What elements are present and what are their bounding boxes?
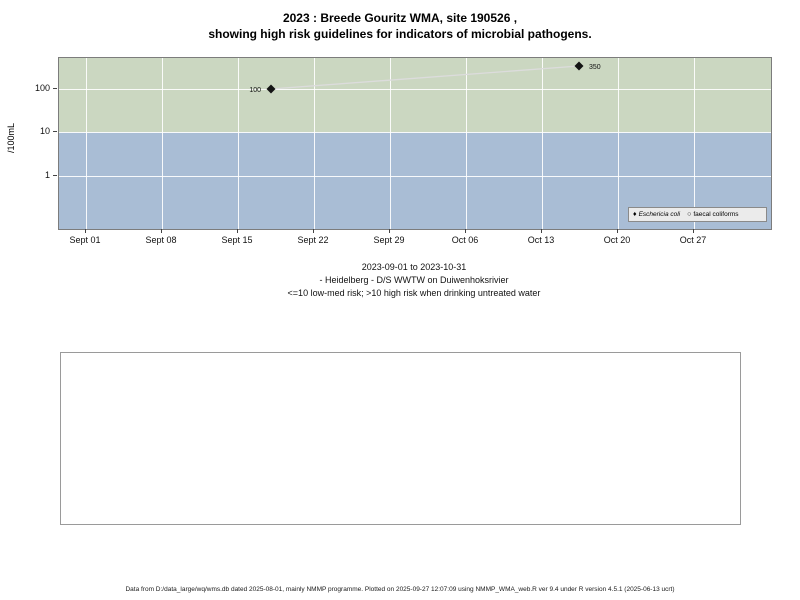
data-series-layer: 100 350 (249, 61, 601, 94)
x-tick-mark (693, 229, 694, 233)
chart-title-line2: showing high risk guidelines for indicat… (208, 27, 592, 41)
gridline-vertical (390, 58, 391, 229)
gridline-vertical (466, 58, 467, 229)
chart-legend: ♦ Eschericia coli ○ faecal coliforms (628, 207, 767, 222)
data-point-diamond (574, 61, 584, 71)
caption-risk-note: <=10 low-med risk; >10 high risk when dr… (287, 288, 541, 298)
open-circle-icon: ○ (687, 211, 692, 218)
trend-line (270, 65, 580, 90)
x-tick-label: Oct 06 (451, 235, 479, 245)
y-tick-label: 1 (44, 170, 50, 180)
x-tick-mark (389, 229, 390, 233)
y-tick-label: 10 (39, 126, 50, 136)
x-tick-mark (313, 229, 314, 233)
x-tick-mark (161, 229, 162, 233)
x-tick-label: Sept 22 (297, 235, 329, 245)
x-tick-label: Sept 15 (221, 235, 253, 245)
x-tick-label: Sept 29 (373, 235, 405, 245)
y-tick-label: 100 (34, 83, 50, 93)
x-tick-mark (237, 229, 238, 233)
gridline-vertical (86, 58, 87, 229)
caption-site-description: - Heidelberg - D/S WWTW on Duiwenhoksriv… (319, 275, 509, 285)
x-tick-label: Oct 27 (679, 235, 707, 245)
gridline-vertical (618, 58, 619, 229)
legend-entry-faecal-coliforms: ○ faecal coliforms (687, 211, 738, 218)
x-tick-mark (617, 229, 618, 233)
legend-label-ecoli: Eschericia coli (638, 211, 681, 218)
filled-diamond-icon: ♦ (633, 211, 637, 218)
gridline-vertical (542, 58, 543, 229)
x-tick-mark (85, 229, 86, 233)
x-tick-mark (465, 229, 466, 233)
data-point-diamond (266, 84, 276, 94)
x-tick-label: Oct 20 (603, 235, 631, 245)
x-tick-label: Sept 01 (69, 235, 101, 245)
gridline-horizontal (59, 132, 771, 133)
x-tick-label: Sept 08 (145, 235, 177, 245)
gridline-vertical (314, 58, 315, 229)
gridline-horizontal (59, 176, 771, 177)
data-point-label: 350 (589, 64, 601, 71)
x-tick-mark (541, 229, 542, 233)
y-tick-mark (53, 175, 57, 176)
gridline-vertical (162, 58, 163, 229)
footer-provenance: Data from D:/data_large/wq/wms.db dated … (125, 586, 675, 593)
y-tick-mark (53, 131, 57, 132)
empty-panel (60, 352, 741, 525)
legend-entry-ecoli: ♦ Eschericia coli (633, 211, 680, 218)
high-risk-band (59, 58, 771, 132)
gridline-vertical (694, 58, 695, 229)
caption-date-range: 2023-09-01 to 2023-10-31 (361, 262, 467, 272)
y-axis-title: /100mL (6, 122, 16, 154)
data-point-label: 100 (249, 87, 261, 94)
gridline-vertical (238, 58, 239, 229)
y-tick-mark (53, 88, 57, 89)
legend-label-faecal-coliforms: faecal coliforms (693, 211, 739, 218)
gridline-horizontal (59, 89, 771, 90)
x-tick-label: Oct 13 (527, 235, 555, 245)
chart-title-line1: 2023 : Breede Gouritz WMA, site 190526 , (282, 11, 518, 25)
plot-area: 100 350 ♦ Eschericia coli ○ faecal colif… (58, 57, 772, 230)
